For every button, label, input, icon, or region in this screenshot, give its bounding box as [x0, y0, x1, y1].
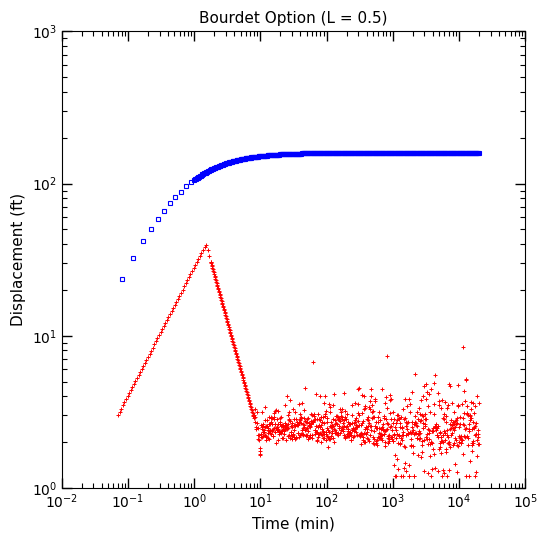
Title: Bourdet Option (L = 0.5): Bourdet Option (L = 0.5)	[199, 11, 388, 26]
X-axis label: Time (min): Time (min)	[252, 517, 335, 532]
Y-axis label: Displacement (ft): Displacement (ft)	[11, 193, 26, 326]
